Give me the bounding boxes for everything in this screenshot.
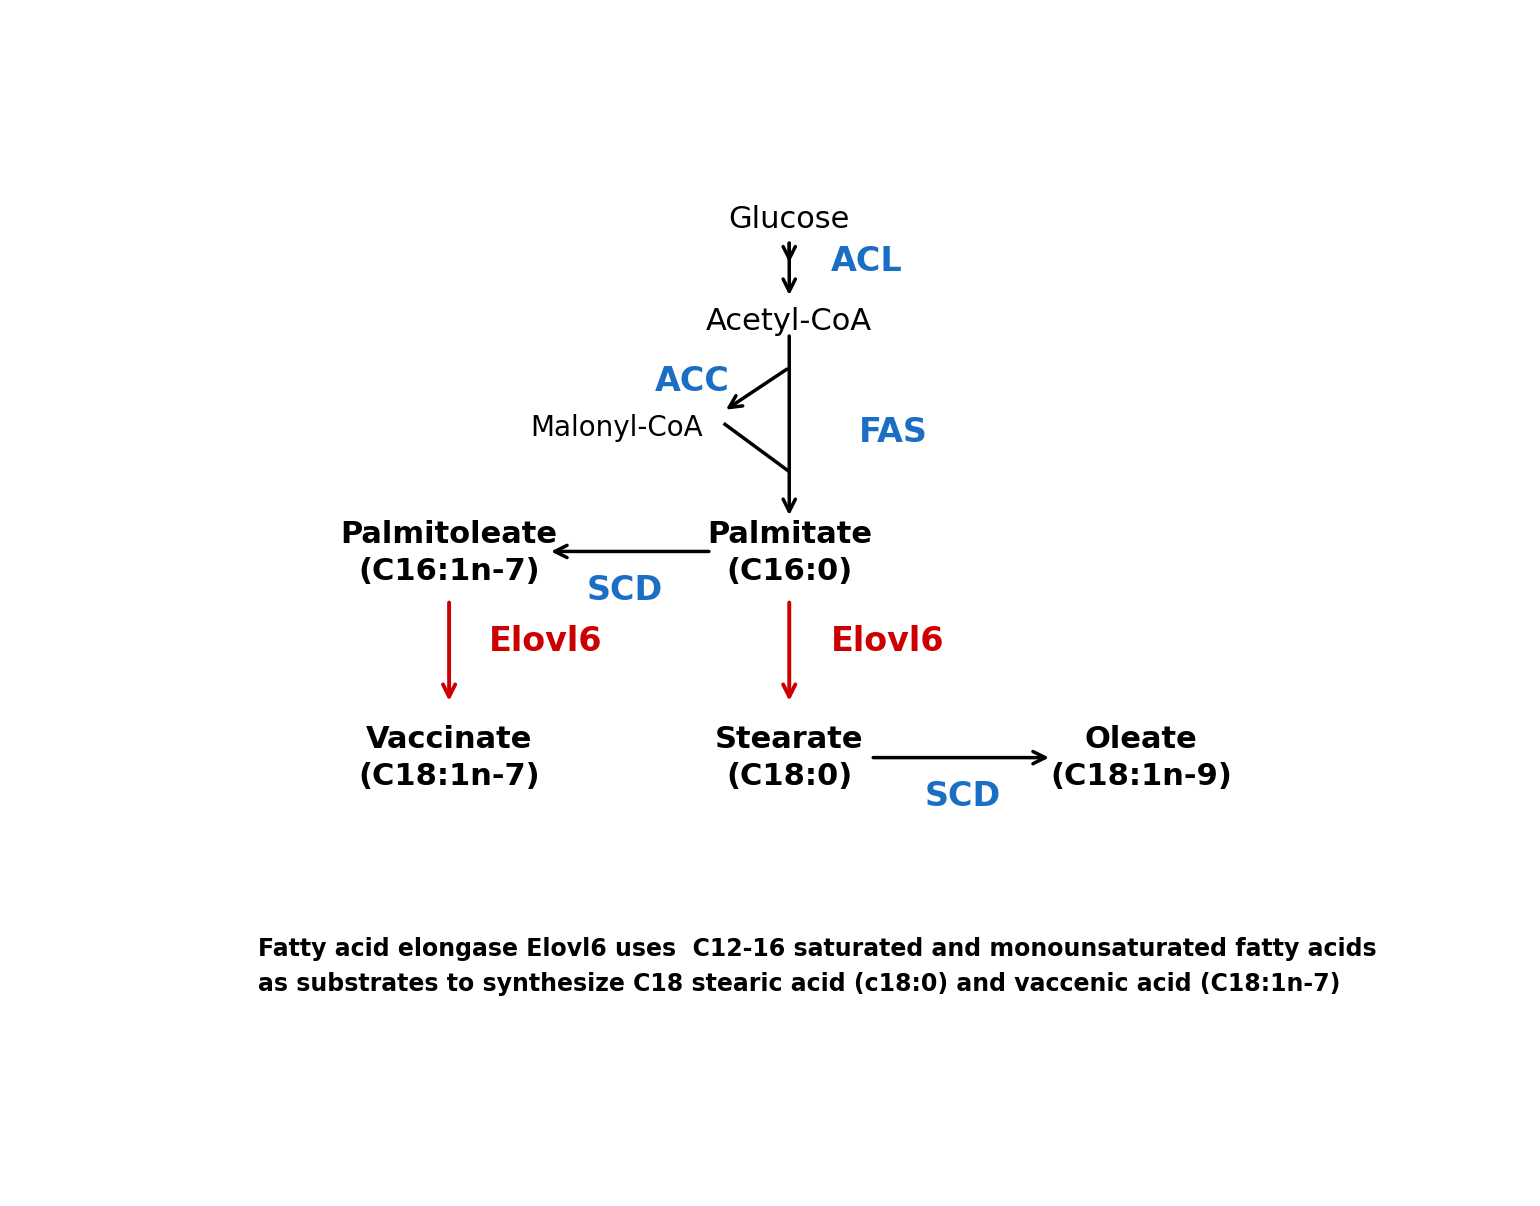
Text: Stearate
(C18:0): Stearate (C18:0) — [715, 725, 864, 791]
Text: Oleate
(C18:1n-9): Oleate (C18:1n-9) — [1050, 725, 1232, 791]
Text: Acetyl-CoA: Acetyl-CoA — [707, 306, 872, 335]
Text: SCD: SCD — [587, 574, 662, 607]
Text: ACL: ACL — [832, 245, 902, 279]
Text: FAS: FAS — [858, 416, 927, 449]
Text: Palmitoleate
(C16:1n-7): Palmitoleate (C16:1n-7) — [340, 520, 557, 586]
Text: Elovl6: Elovl6 — [832, 625, 944, 658]
Text: Palmitate
(C16:0): Palmitate (C16:0) — [707, 520, 872, 586]
Text: Fatty acid elongase Elovl6 uses  C12-16 saturated and monounsaturated fatty acid: Fatty acid elongase Elovl6 uses C12-16 s… — [259, 937, 1377, 996]
Text: ACC: ACC — [654, 365, 730, 398]
Text: Vaccinate
(C18:1n-7): Vaccinate (C18:1n-7) — [359, 725, 541, 791]
Text: SCD: SCD — [924, 780, 1001, 813]
Text: Malonyl-CoA: Malonyl-CoA — [530, 414, 702, 441]
Text: Glucose: Glucose — [728, 205, 850, 234]
Text: Elovl6: Elovl6 — [488, 625, 602, 658]
